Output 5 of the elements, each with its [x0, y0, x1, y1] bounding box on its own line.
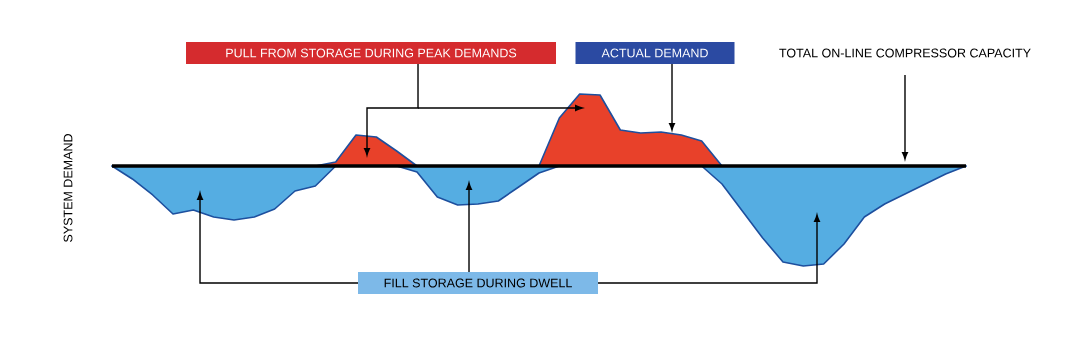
text: ACTUAL DEMAND: [601, 48, 708, 58]
text: FILL STORAGE DURING DWELL: [384, 278, 572, 288]
text: PULL FROM STORAGE DURING PEAK DEMANDS: [226, 48, 517, 58]
y-axis-title: SYSTEM DEMAND: [63, 134, 73, 242]
text: TOTAL ON-LINE COMPRESSOR CAPACITY: [779, 48, 1031, 58]
